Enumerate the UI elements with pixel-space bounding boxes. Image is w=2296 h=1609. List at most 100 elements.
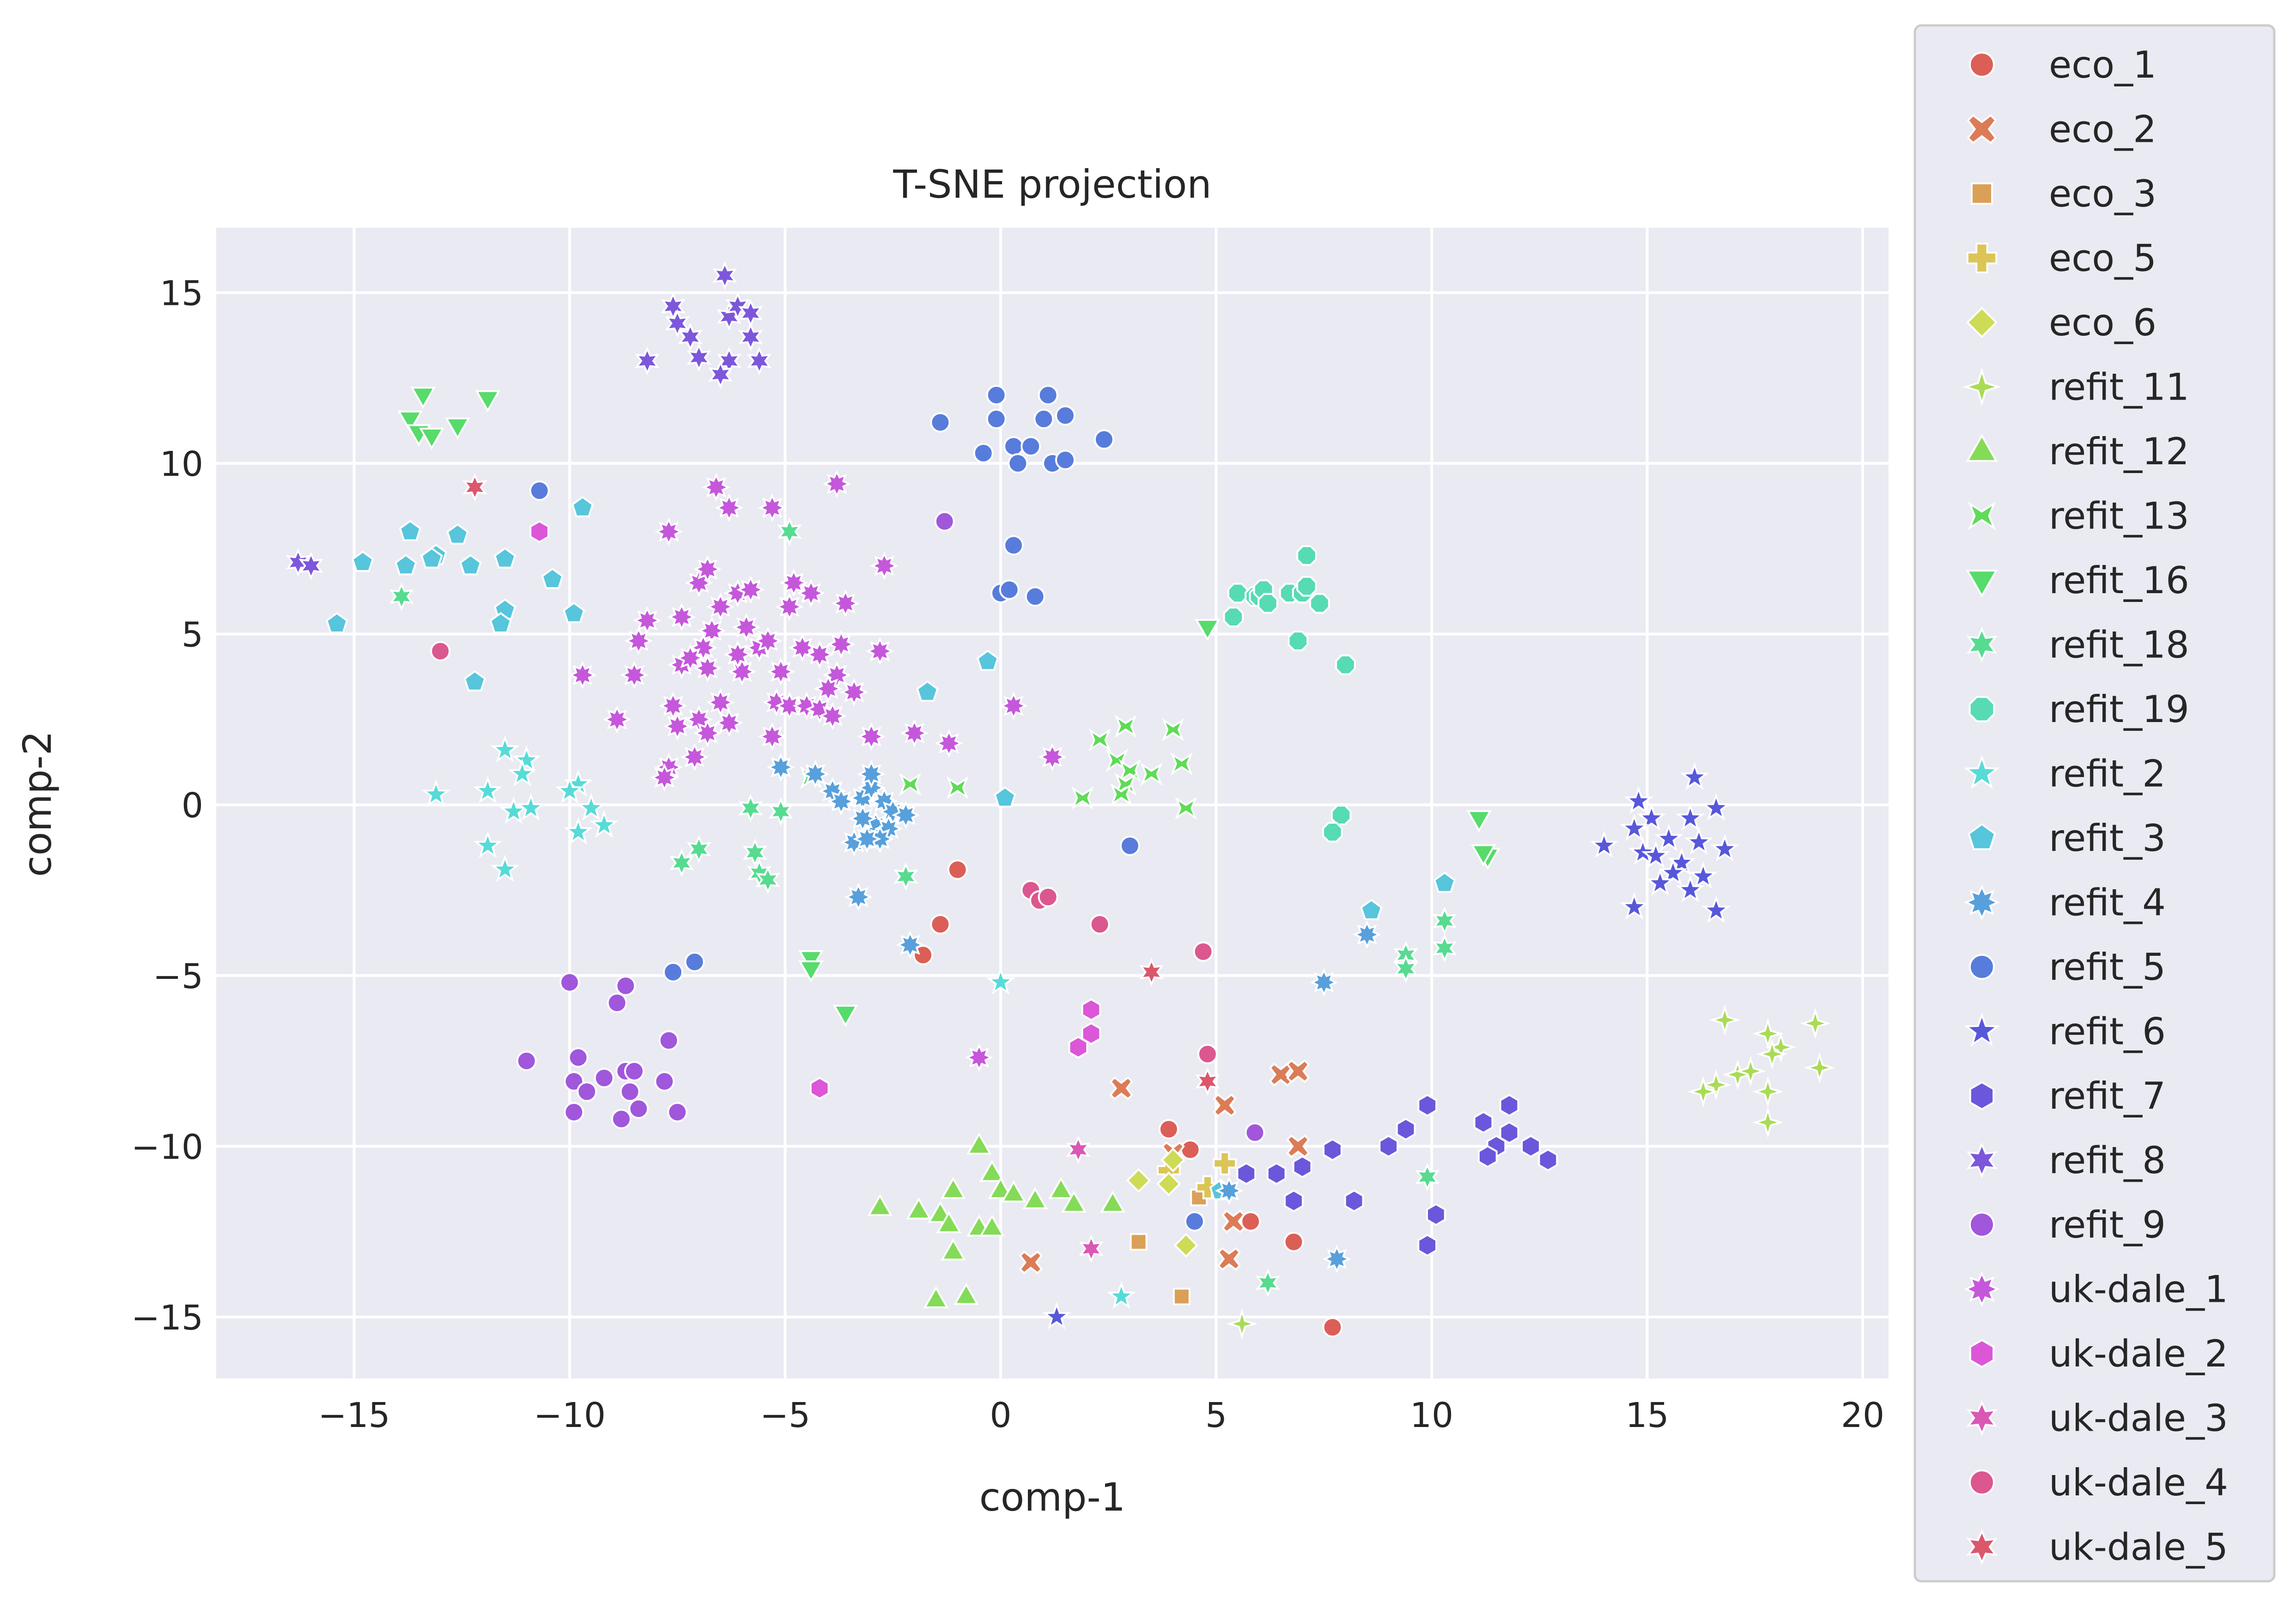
data-point bbox=[1114, 715, 1137, 738]
legend-label: uk-dale_5 bbox=[2049, 1526, 2228, 1569]
data-point bbox=[421, 779, 451, 807]
data-point bbox=[698, 616, 726, 645]
data-point bbox=[1646, 868, 1675, 896]
data-point bbox=[1393, 954, 1418, 983]
legend-label: refit_3 bbox=[2049, 817, 2166, 860]
data-point bbox=[516, 793, 546, 821]
data-point bbox=[715, 493, 743, 522]
x-tick-label: −10 bbox=[534, 1396, 606, 1435]
data-point bbox=[1637, 803, 1666, 831]
data-point bbox=[607, 992, 627, 1013]
data-point bbox=[708, 360, 733, 389]
data-point bbox=[1499, 1121, 1519, 1144]
data-point bbox=[397, 410, 423, 433]
legend-label: refit_6 bbox=[2049, 1010, 2166, 1053]
data-point bbox=[624, 626, 653, 656]
legend-label: refit_12 bbox=[2049, 430, 2189, 473]
data-point bbox=[1676, 803, 1705, 831]
series-refit_4 bbox=[766, 753, 1381, 1273]
data-point bbox=[1068, 1036, 1088, 1059]
data-point bbox=[555, 776, 584, 804]
series-uk-dale_1 bbox=[568, 469, 1067, 1072]
data-point bbox=[1432, 906, 1457, 935]
series-refit_19 bbox=[1223, 545, 1356, 843]
data-point bbox=[1213, 1093, 1237, 1117]
data-point bbox=[680, 743, 709, 771]
legend-entry: refit_11 bbox=[1962, 366, 2189, 409]
data-point bbox=[571, 496, 594, 517]
data-point bbox=[742, 838, 768, 867]
series-refit_9 bbox=[516, 511, 1265, 1143]
data-point bbox=[326, 612, 348, 633]
data-point bbox=[994, 786, 1016, 808]
data-point bbox=[1195, 1175, 1220, 1200]
data-point bbox=[1197, 1044, 1218, 1064]
data-point bbox=[1227, 583, 1248, 604]
data-point bbox=[1353, 920, 1381, 949]
data-point bbox=[777, 517, 802, 546]
data-point bbox=[755, 865, 781, 894]
data-point bbox=[1752, 1018, 1784, 1050]
data-point bbox=[654, 517, 683, 546]
data-point bbox=[923, 1286, 949, 1308]
data-point bbox=[686, 835, 711, 864]
data-point bbox=[1296, 576, 1317, 597]
data-point bbox=[1003, 436, 1024, 457]
data-point bbox=[999, 692, 1028, 720]
data-point bbox=[1379, 1135, 1399, 1158]
data-point bbox=[1089, 914, 1110, 935]
data-point bbox=[1676, 875, 1705, 903]
data-point bbox=[462, 473, 487, 502]
data-point bbox=[1240, 1211, 1261, 1232]
data-point bbox=[678, 322, 703, 352]
legend-label: uk-dale_3 bbox=[2049, 1397, 2228, 1440]
data-point bbox=[1658, 858, 1688, 886]
data-point bbox=[1162, 718, 1184, 741]
data-point bbox=[1184, 1211, 1205, 1232]
data-point bbox=[1473, 1111, 1494, 1134]
legend-label: eco_5 bbox=[2049, 237, 2156, 280]
data-point bbox=[1215, 1176, 1244, 1205]
data-point bbox=[1257, 593, 1278, 614]
y-axis-label: comp-2 bbox=[15, 731, 60, 877]
data-point bbox=[654, 1071, 675, 1092]
y-tick-label: 5 bbox=[182, 615, 203, 655]
data-point bbox=[738, 794, 763, 823]
data-point bbox=[736, 575, 765, 604]
data-point bbox=[1110, 783, 1133, 807]
legend-label: uk-dale_4 bbox=[2049, 1461, 2228, 1504]
data-point bbox=[659, 692, 687, 720]
data-point bbox=[1804, 1052, 1835, 1084]
data-point bbox=[624, 1061, 644, 1081]
legend-marker bbox=[1963, 754, 2000, 789]
data-point bbox=[1173, 1233, 1199, 1258]
legend-label: eco_3 bbox=[2049, 172, 2156, 215]
data-point bbox=[667, 603, 696, 631]
data-point bbox=[399, 520, 422, 541]
data-point bbox=[410, 387, 436, 409]
data-point bbox=[577, 1081, 597, 1102]
data-point bbox=[620, 1081, 640, 1102]
data-point bbox=[1589, 830, 1619, 858]
data-point bbox=[1735, 1055, 1767, 1087]
data-point bbox=[620, 661, 649, 689]
data-point bbox=[805, 640, 834, 669]
data-point bbox=[1286, 1059, 1310, 1083]
data-point bbox=[686, 343, 711, 372]
data-point bbox=[1236, 1162, 1257, 1185]
series-eco_1 bbox=[913, 859, 1343, 1338]
data-point bbox=[725, 292, 750, 321]
data-point bbox=[1180, 1139, 1201, 1160]
data-point bbox=[663, 712, 692, 741]
data-point bbox=[1310, 968, 1338, 997]
data-point bbox=[615, 975, 636, 996]
data-point bbox=[870, 552, 899, 580]
legend-entry: refit_6 bbox=[1963, 1010, 2166, 1053]
series-refit_5 bbox=[529, 385, 1205, 1232]
data-point bbox=[853, 825, 881, 853]
data-point bbox=[832, 1005, 858, 1027]
data-point bbox=[866, 637, 894, 666]
x-tick-label: 20 bbox=[1841, 1396, 1884, 1435]
